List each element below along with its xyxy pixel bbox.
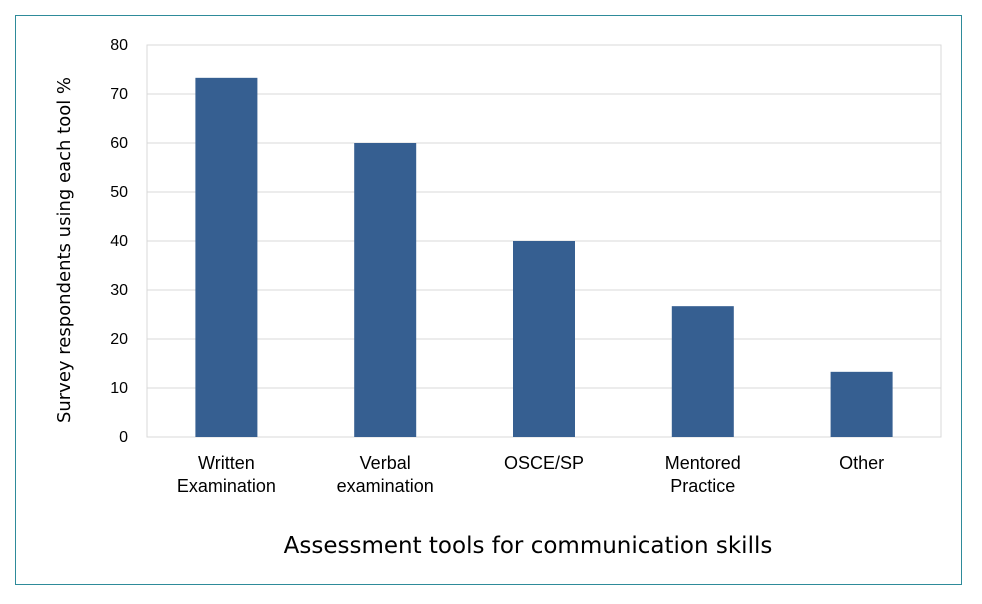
y-tick-label: 0	[119, 429, 128, 446]
y-tick-label: 70	[110, 86, 128, 103]
y-tick-labels: 0 10 20 30 40 50 60 70 80	[110, 37, 128, 446]
y-tick-label: 40	[110, 233, 128, 250]
x-category-label: Other	[839, 453, 884, 473]
bar	[513, 241, 575, 437]
y-tick-label: 30	[110, 282, 128, 299]
y-axis-title: Survey respondents using each tool %	[54, 77, 75, 423]
x-category-label: Written Examination	[177, 453, 276, 496]
y-tick-label: 60	[110, 135, 128, 152]
x-category-label: OSCE/SP	[504, 453, 584, 473]
x-category-label: Verbal examination	[337, 453, 434, 496]
bar	[195, 77, 258, 437]
x-category-labels: Written Examination Verbal examination OSCE/…	[177, 453, 884, 496]
x-category-label: Mentored Practice	[665, 453, 741, 496]
y-tick-label: 20	[110, 331, 128, 348]
bars	[195, 77, 893, 437]
bar	[671, 306, 734, 437]
y-tick-label: 80	[110, 37, 128, 54]
x-axis-title: Assessment tools for communication skill…	[284, 533, 773, 559]
bar	[354, 143, 417, 437]
bar	[830, 371, 893, 437]
y-tick-label: 10	[110, 380, 128, 397]
y-tick-label: 50	[110, 184, 128, 201]
